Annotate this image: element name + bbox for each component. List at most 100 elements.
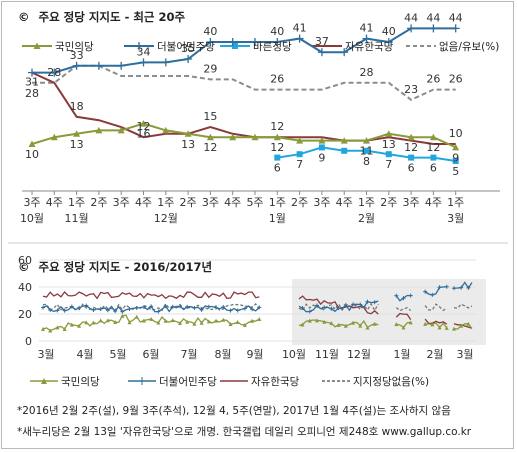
- legend-1-국민의당-swatch: [22, 42, 52, 49]
- x-tick-label: 3주: [403, 196, 420, 209]
- x-tick-label: 4주: [336, 196, 353, 209]
- marker-triangle: [235, 320, 240, 325]
- legend-1-더불어민주당-swatch: [124, 42, 154, 50]
- x-tick-label: 2주: [380, 196, 397, 209]
- x-tick-label: 1주: [68, 196, 85, 209]
- marker-triangle: [192, 321, 197, 326]
- data-label-더불어민주당: 40: [382, 25, 396, 38]
- data-label-국민의당: 12: [404, 141, 418, 154]
- data-label-국민의당: 12: [270, 141, 284, 154]
- x-month-label: 10월: [20, 212, 44, 225]
- data-label-더불어민주당: 41: [293, 22, 307, 35]
- marker-triangle: [358, 323, 363, 328]
- marker-triangle: [41, 378, 47, 384]
- data-label-자유한국당: 28: [47, 66, 61, 79]
- data-label-없음-유보: 26: [426, 73, 440, 86]
- data-label-국민의당: 11: [360, 145, 374, 158]
- chart-2-title: © 주요 정당 지지도 - 2016/2017년: [18, 260, 213, 274]
- x-tick-label: 5주: [246, 196, 263, 209]
- series-국민의당: [28, 120, 460, 151]
- data-label-자유한국당: 12: [270, 120, 284, 133]
- marker-triangle: [407, 133, 415, 141]
- data-label-국민의당: 16: [137, 128, 151, 141]
- marker-square: [341, 147, 348, 154]
- marker-triangle: [69, 322, 74, 327]
- data-label-더불어민주당: 35: [181, 42, 195, 55]
- marker-triangle: [340, 137, 348, 144]
- marker-triangle: [365, 325, 370, 330]
- marker-triangle: [300, 322, 305, 327]
- data-label-바른정당: 5: [452, 165, 459, 178]
- x-tick-label: 9월: [246, 348, 263, 361]
- series-line-자유한국당: [31, 71, 456, 145]
- marker-triangle: [273, 133, 281, 141]
- marker-triangle: [466, 321, 471, 326]
- x-tick-label: 4주: [425, 196, 442, 209]
- footnote-2: *새누리당은 2월 13일 '자유한국당'으로 개명. 한국갤럽 데일리 오피니…: [17, 426, 472, 438]
- marker-triangle: [250, 318, 255, 323]
- data-label-바른정당: 6: [408, 162, 415, 175]
- y-tick-label: 0: [25, 335, 32, 348]
- series-line-peoples-party: [425, 322, 448, 329]
- marker-triangle: [363, 137, 370, 144]
- series-line-non-support: [298, 302, 379, 312]
- x-tick-label: 1주: [157, 196, 174, 209]
- marker-triangle: [228, 322, 233, 327]
- marker-triangle: [318, 137, 326, 144]
- data-label-국민의당: 13: [382, 138, 396, 151]
- marker-triangle: [229, 133, 237, 141]
- marker-triangle: [206, 319, 211, 324]
- x-month-label: 11월: [65, 212, 89, 225]
- x-tick-label: 3주: [113, 196, 130, 209]
- marker-square: [452, 158, 459, 164]
- series-line-liberty-korea: [395, 312, 412, 320]
- x-tick-label: 2월: [426, 348, 443, 361]
- series-line-non-support: [453, 303, 473, 309]
- marker-triangle: [351, 320, 356, 325]
- data-label-더불어민주당: 41: [360, 22, 374, 35]
- data-label-바른정당: 9: [318, 151, 325, 164]
- data-label-바른정당: 6: [274, 162, 281, 175]
- data-label-자유한국당: 15: [203, 110, 217, 123]
- data-label-없음-유보: 29: [203, 62, 217, 75]
- x-tick-label: 3주: [23, 196, 40, 209]
- y-tick-label: 20: [18, 308, 32, 321]
- marker-triangle: [314, 318, 319, 323]
- series-line-liberty-korea: [42, 291, 260, 300]
- x-tick-label: 7월: [180, 348, 197, 361]
- series-자유한국당: [31, 71, 456, 145]
- legend-2-자유한국당: 자유한국당: [251, 376, 300, 388]
- marker-triangle: [28, 140, 36, 147]
- marker-triangle: [120, 313, 125, 318]
- footnote-1: *2016년 2월 2주(설), 9월 3주(추석), 12월 4, 5주(연말…: [17, 405, 451, 417]
- legend-1-자유한국당: 자유한국당: [345, 41, 394, 53]
- data-label-바른정당: 7: [296, 158, 303, 171]
- x-tick-label: 3월: [456, 348, 473, 361]
- x-month-label: 3월: [447, 212, 464, 225]
- data-label-국민의당: 13: [70, 138, 84, 151]
- marker-square: [385, 151, 392, 158]
- data-label-더불어민주당: 40: [203, 25, 217, 38]
- marker-triangle: [98, 318, 103, 323]
- marker-triangle: [336, 322, 341, 327]
- marker-triangle: [84, 320, 89, 325]
- marker-triangle: [394, 322, 399, 327]
- x-tick-label: 1월: [393, 348, 410, 361]
- legend-2-더불어민주당-swatch: [128, 377, 156, 385]
- marker-triangle: [430, 322, 435, 327]
- marker-square: [408, 154, 415, 161]
- data-label-없음-유보: 23: [404, 83, 418, 96]
- x-tick-label: 4주: [46, 196, 63, 209]
- legend-2-지지정당없음: 지지정당없음(%): [353, 376, 430, 388]
- x-tick-label: 3월: [37, 348, 54, 361]
- data-label-더불어민주당: 40: [270, 25, 284, 38]
- x-tick-label: 1주: [358, 196, 375, 209]
- marker-triangle: [41, 326, 45, 331]
- data-label-자유한국당: 18: [70, 100, 84, 113]
- marker-triangle: [251, 133, 259, 141]
- x-tick-label: 4주: [224, 196, 241, 209]
- highlight-band: [292, 279, 486, 345]
- marker-triangle: [105, 318, 110, 323]
- legend-1-바른정당: 바른정당: [253, 41, 292, 53]
